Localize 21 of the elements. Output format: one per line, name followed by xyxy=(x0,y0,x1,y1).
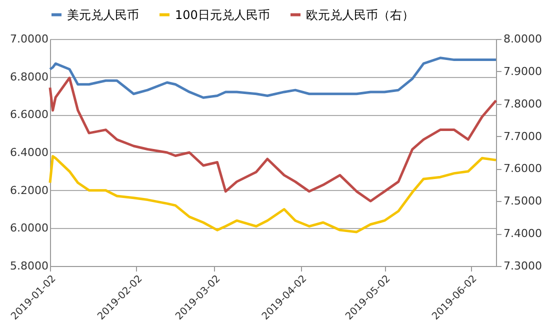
line-series xyxy=(48,56,498,99)
legend-label: 美元兑人民币 xyxy=(67,8,139,22)
y2-tick-label: 7.8000 xyxy=(504,97,542,110)
y-tick-label: 6.0000 xyxy=(10,222,48,235)
y2-tick-label: 7.9000 xyxy=(504,64,542,78)
y2-tick-label: 7.6000 xyxy=(504,162,542,176)
y-tick-label: 5.8000 xyxy=(10,260,48,272)
y-tick-label: 7.0000 xyxy=(10,32,48,46)
y-tick-label: 6.2000 xyxy=(10,184,48,197)
y2-tick-label: 8.0000 xyxy=(504,32,542,46)
y2-tick-label: 7.7000 xyxy=(504,130,542,143)
y-tick-label: 6.4000 xyxy=(10,146,48,159)
y2-tick-label: 7.3000 xyxy=(504,260,542,272)
legend-label: 100日元兑人民币 xyxy=(175,8,270,22)
legend-label: 欧元兑人民币（右） xyxy=(306,8,414,22)
line-series xyxy=(48,155,498,234)
line-series xyxy=(48,76,498,202)
y2-tick-label: 7.5000 xyxy=(504,194,542,208)
y-tick-label: 6.8000 xyxy=(10,70,48,84)
y2-tick-label: 7.4000 xyxy=(504,227,542,240)
y-tick-label: 6.6000 xyxy=(10,108,48,122)
